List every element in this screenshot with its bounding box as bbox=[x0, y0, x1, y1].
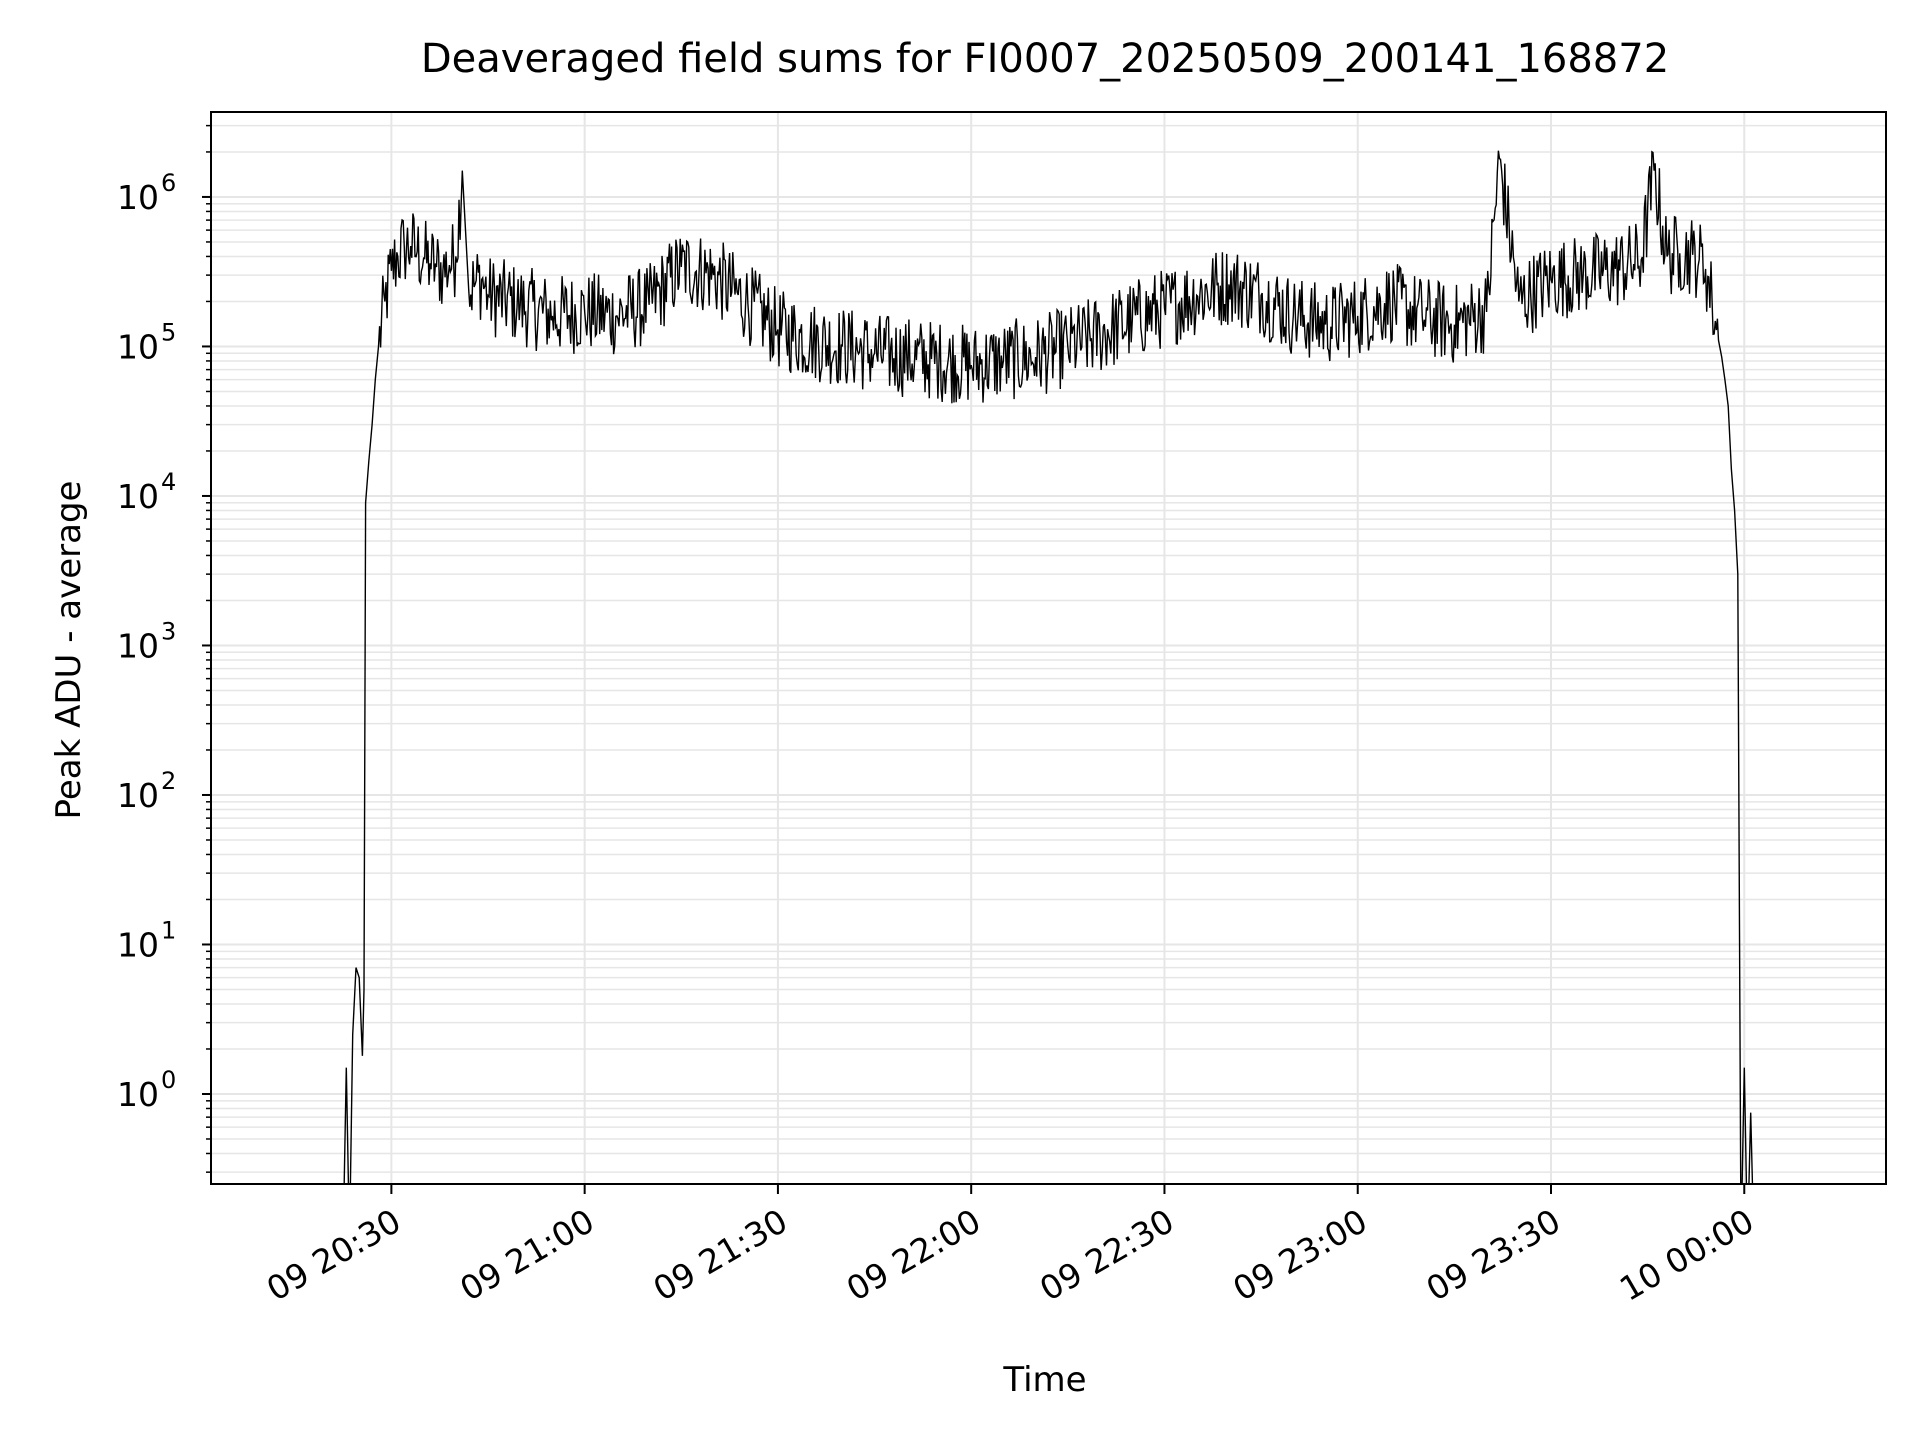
y-tick-label-exponent: 1 bbox=[161, 916, 176, 944]
y-tick-label: 10 bbox=[117, 626, 159, 665]
chart-title: Deaveraged field sums for FI0007_2025050… bbox=[421, 36, 1669, 82]
y-tick-label: 10 bbox=[117, 1075, 159, 1114]
y-tick-label-exponent: 6 bbox=[161, 169, 176, 197]
y-tick-label: 10 bbox=[117, 178, 159, 217]
y-tick-label-exponent: 0 bbox=[161, 1066, 176, 1094]
y-tick-label: 10 bbox=[117, 776, 159, 815]
y-tick-label: 10 bbox=[117, 477, 159, 516]
x-axis-label: Time bbox=[1002, 1360, 1086, 1400]
plot-area bbox=[211, 112, 1886, 1244]
y-tick-label-exponent: 4 bbox=[161, 468, 176, 496]
y-tick-label-exponent: 3 bbox=[161, 617, 176, 645]
y-tick-label-exponent: 5 bbox=[161, 318, 176, 346]
y-tick-label-exponent: 2 bbox=[161, 767, 176, 795]
y-tick-label: 10 bbox=[117, 925, 159, 964]
y-tick-label: 10 bbox=[117, 327, 159, 366]
y-axis-label: Peak ADU - average bbox=[49, 481, 89, 820]
